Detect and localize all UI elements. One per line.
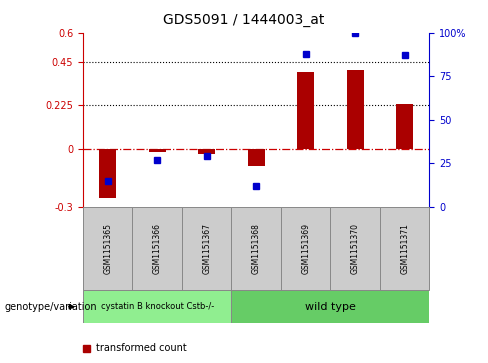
- Text: GSM1151369: GSM1151369: [301, 223, 310, 274]
- FancyBboxPatch shape: [182, 207, 231, 290]
- FancyBboxPatch shape: [83, 207, 132, 290]
- Text: transformed count: transformed count: [96, 343, 187, 354]
- Bar: [297, 72, 314, 149]
- Bar: [83, 345, 90, 352]
- Bar: [148, 149, 166, 152]
- Text: GSM1151367: GSM1151367: [202, 223, 211, 274]
- FancyBboxPatch shape: [380, 207, 429, 290]
- Bar: [99, 149, 116, 198]
- Bar: [247, 149, 265, 166]
- Bar: [346, 70, 364, 149]
- FancyBboxPatch shape: [231, 290, 429, 323]
- Text: wild type: wild type: [305, 302, 356, 312]
- Text: GSM1151368: GSM1151368: [252, 223, 261, 274]
- Bar: [396, 104, 413, 149]
- FancyBboxPatch shape: [231, 207, 281, 290]
- FancyBboxPatch shape: [132, 207, 182, 290]
- FancyBboxPatch shape: [330, 207, 380, 290]
- Text: GSM1151366: GSM1151366: [153, 223, 162, 274]
- FancyBboxPatch shape: [83, 290, 231, 323]
- Text: cystatin B knockout Cstb-/-: cystatin B knockout Cstb-/-: [101, 302, 214, 311]
- Text: GSM1151370: GSM1151370: [351, 223, 360, 274]
- Text: genotype/variation: genotype/variation: [5, 302, 98, 312]
- Text: GSM1151371: GSM1151371: [400, 223, 409, 274]
- Text: GSM1151365: GSM1151365: [103, 223, 112, 274]
- Bar: [198, 149, 215, 154]
- FancyBboxPatch shape: [281, 207, 330, 290]
- Text: GDS5091 / 1444003_at: GDS5091 / 1444003_at: [163, 13, 325, 27]
